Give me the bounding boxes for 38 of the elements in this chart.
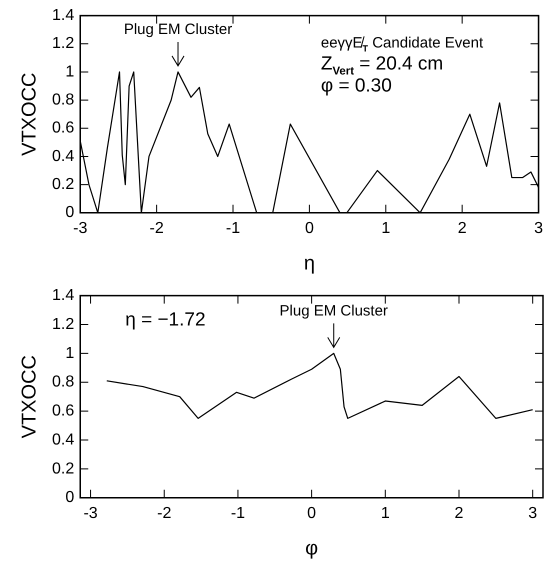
x-tick-label: 1: [380, 504, 390, 522]
annotation: η = −1.72: [125, 310, 206, 331]
x-tick-label: 2: [454, 504, 464, 522]
x-tick-label: -1: [226, 220, 240, 237]
x-tick-label: 3: [534, 220, 544, 237]
y-tick-label: 1: [65, 63, 74, 80]
y-tick-label: 0.2: [52, 460, 74, 478]
y-tick-label: 1.4: [52, 7, 74, 24]
annotation: Plug EM Cluster: [280, 302, 388, 320]
x-axis-title: η: [304, 252, 315, 275]
x-tick-label: 1: [381, 220, 390, 237]
x-tick-label: 0: [304, 220, 314, 237]
y-tick-label: 0: [65, 489, 74, 506]
y-tick-label: 0.4: [52, 431, 74, 448]
y-axis-title: VTXOCC: [18, 355, 41, 438]
y-tick-label: 0.4: [52, 148, 74, 165]
x-tick-label: -3: [73, 220, 88, 237]
x-tick-label: 3: [528, 504, 538, 522]
x-axis-title: φ: [305, 538, 318, 560]
x-tick-label: 2: [458, 220, 467, 237]
y-tick-label: 0: [65, 204, 74, 222]
y-tick-label: 1.2: [52, 35, 74, 52]
y-tick-label: 0.2: [52, 176, 74, 194]
y-axis-title: VTXOCC: [18, 72, 41, 156]
x-tick-label: -1: [230, 504, 246, 522]
x-tick-label: -3: [83, 504, 98, 522]
x-tick-label: -2: [150, 220, 164, 237]
x-tick-label: 0: [307, 504, 316, 522]
annotation: φ = 0.30: [320, 76, 392, 97]
y-tick-label: 1: [65, 344, 74, 362]
y-tick-label: 0.6: [52, 402, 74, 420]
x-tick-label: -2: [157, 504, 172, 522]
y-tick-label: 1.4: [52, 287, 74, 304]
y-tick-label: 0.6: [52, 120, 74, 137]
annotation: Plug EM Cluster: [124, 20, 232, 38]
y-tick-label: 0.8: [52, 374, 74, 391]
y-tick-label: 0.8: [52, 92, 74, 109]
y-tick-label: 1.2: [52, 316, 74, 333]
